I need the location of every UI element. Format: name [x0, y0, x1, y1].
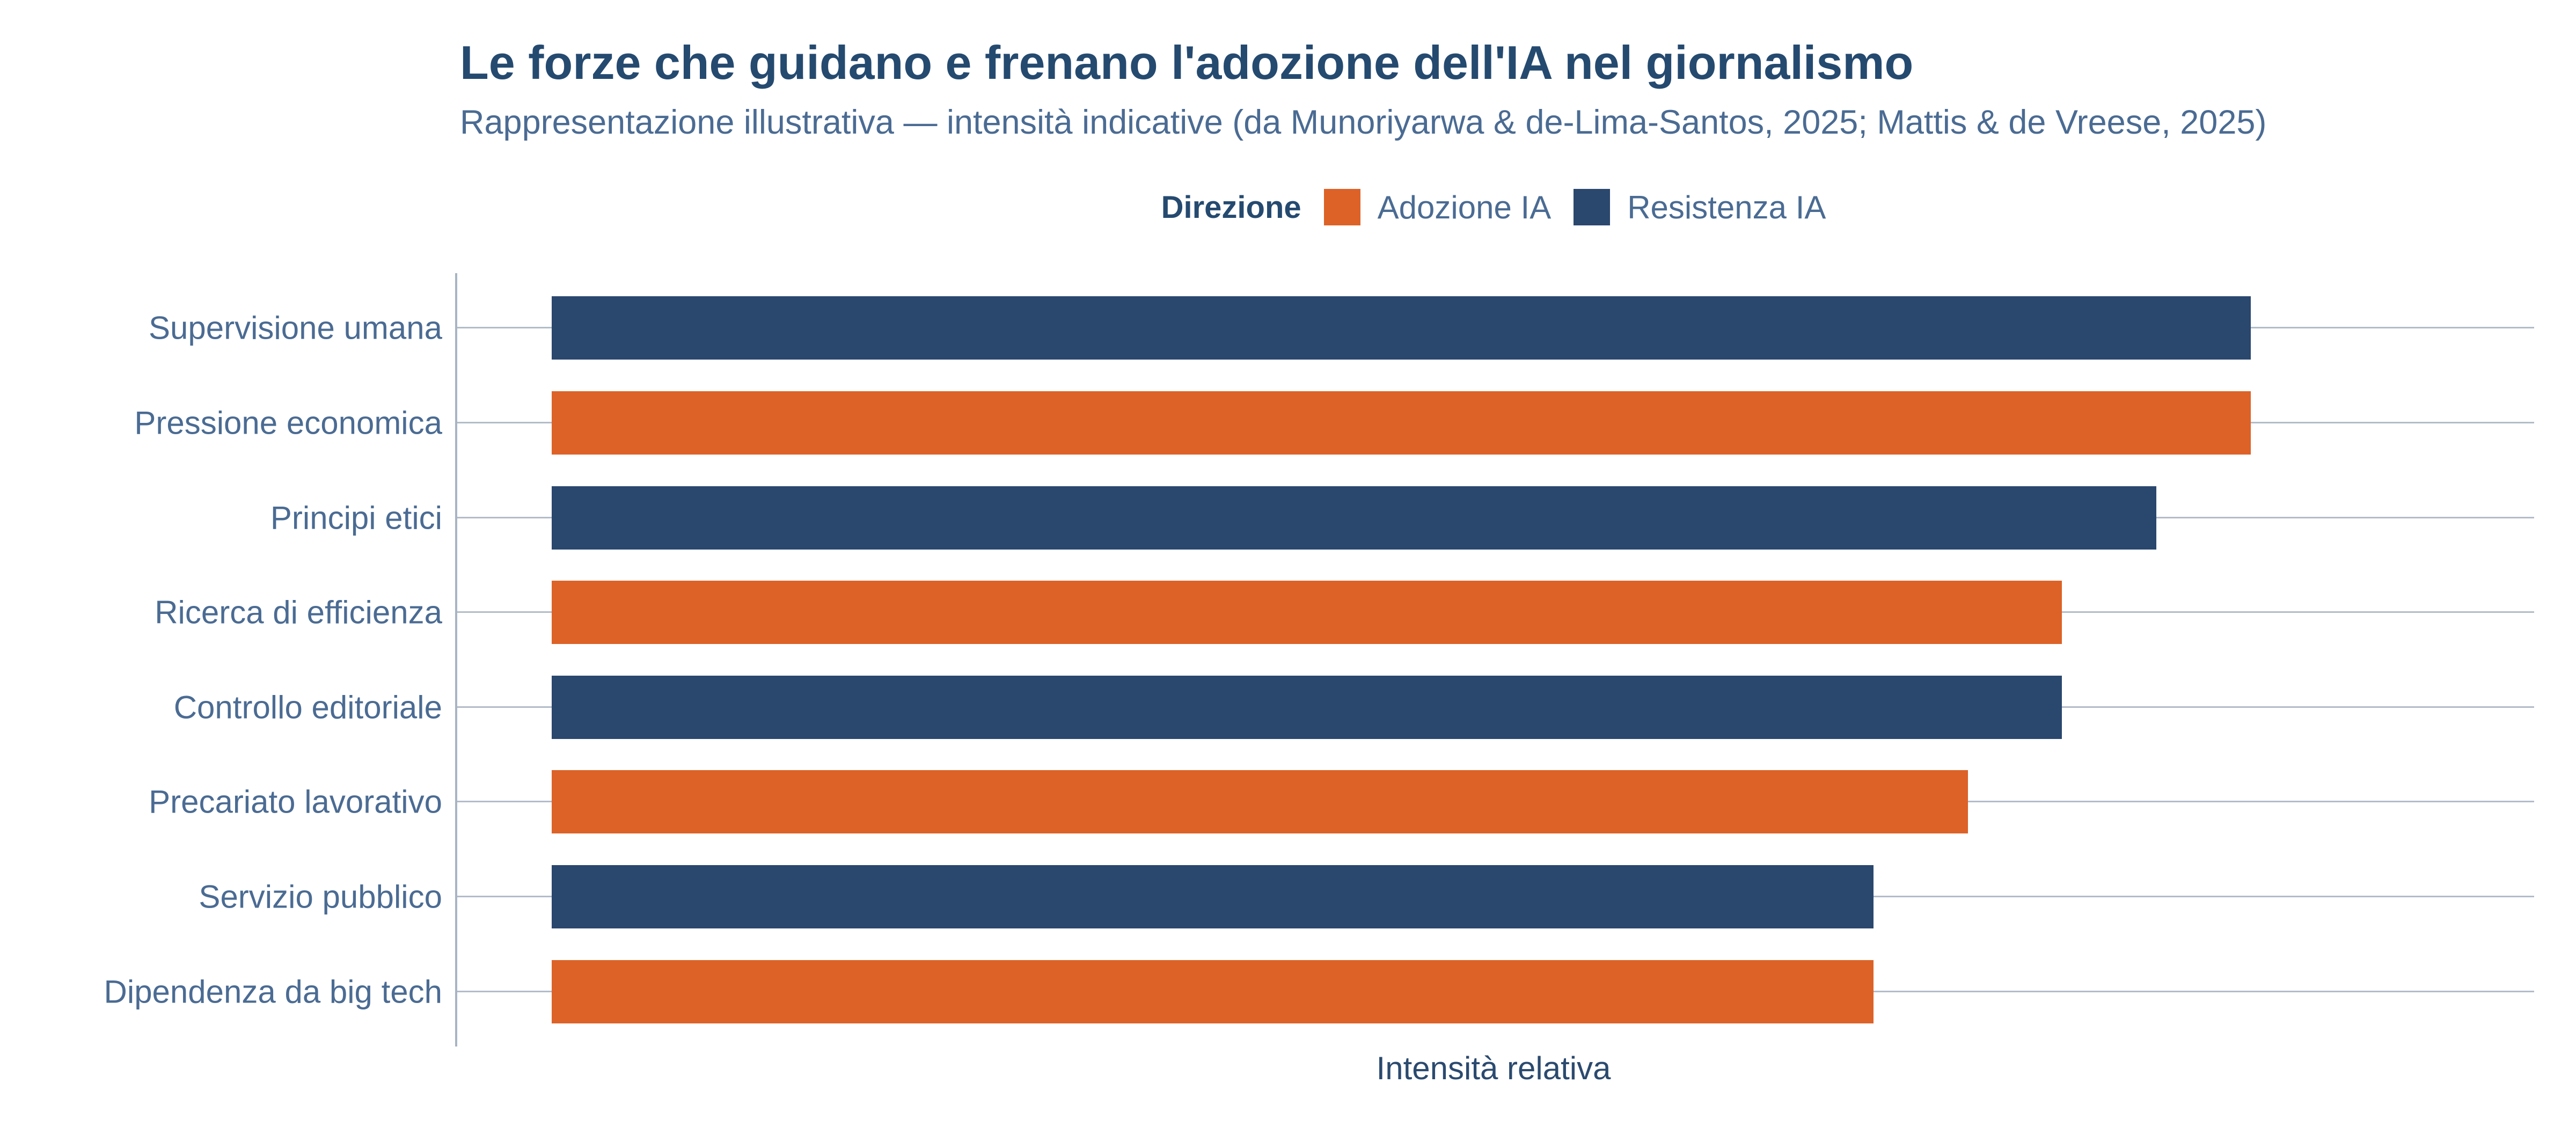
- bar: [551, 865, 1874, 929]
- bar: [551, 296, 2251, 360]
- legend-item: Resistenza IA: [1574, 189, 1826, 226]
- bar: [551, 486, 2157, 550]
- category-label: Ricerca di efficienza: [155, 594, 442, 631]
- chart-row: Servizio pubblico: [199, 850, 2534, 945]
- chart-title: Le forze che guidano e frenano l'adozion…: [460, 36, 1914, 89]
- plot-area: Supervisione umana Pressione economica P…: [104, 273, 2534, 1046]
- chart-row: Pressione economica: [134, 376, 2534, 471]
- chart-subtitle: Rappresentazione illustrativa — intensit…: [460, 104, 2267, 141]
- legend-item-label: Resistenza IA: [1627, 189, 1826, 225]
- legend-title: Direzione: [1161, 189, 1301, 225]
- chart-row: Supervisione umana: [149, 281, 2534, 376]
- category-label: Principi etici: [270, 500, 442, 536]
- bar: [551, 675, 2062, 739]
- legend-swatch-icon: [1574, 189, 1611, 225]
- chart-row: Principi etici: [270, 470, 2534, 565]
- category-label: Precariato lavorativo: [149, 784, 442, 820]
- legend-swatch-icon: [1323, 189, 1360, 225]
- bar: [551, 960, 1874, 1023]
- bar: [551, 581, 2062, 645]
- category-label: Servizio pubblico: [199, 879, 442, 915]
- x-axis-label: Intensità relativa: [1376, 1050, 1611, 1086]
- legend: Direzione Adozione IA Resistenza IA: [455, 181, 2532, 233]
- chart-row: Dipendenza da big tech: [104, 944, 2534, 1039]
- legend-item: Adozione IA: [1323, 189, 1552, 226]
- bar: [551, 770, 1968, 834]
- category-label: Controllo editoriale: [173, 689, 442, 726]
- category-label: Dipendenza da big tech: [104, 974, 442, 1010]
- bar: [551, 391, 2251, 455]
- bar-rows: Supervisione umana Pressione economica P…: [104, 281, 2534, 1039]
- chart-row: Controllo editoriale: [174, 660, 2534, 755]
- legend-item-label: Adozione IA: [1377, 189, 1552, 225]
- category-label: Supervisione umana: [148, 310, 442, 346]
- category-label: Pressione economica: [134, 405, 442, 441]
- chart-row: Ricerca di efficienza: [155, 565, 2534, 660]
- chart-row: Precariato lavorativo: [149, 755, 2534, 850]
